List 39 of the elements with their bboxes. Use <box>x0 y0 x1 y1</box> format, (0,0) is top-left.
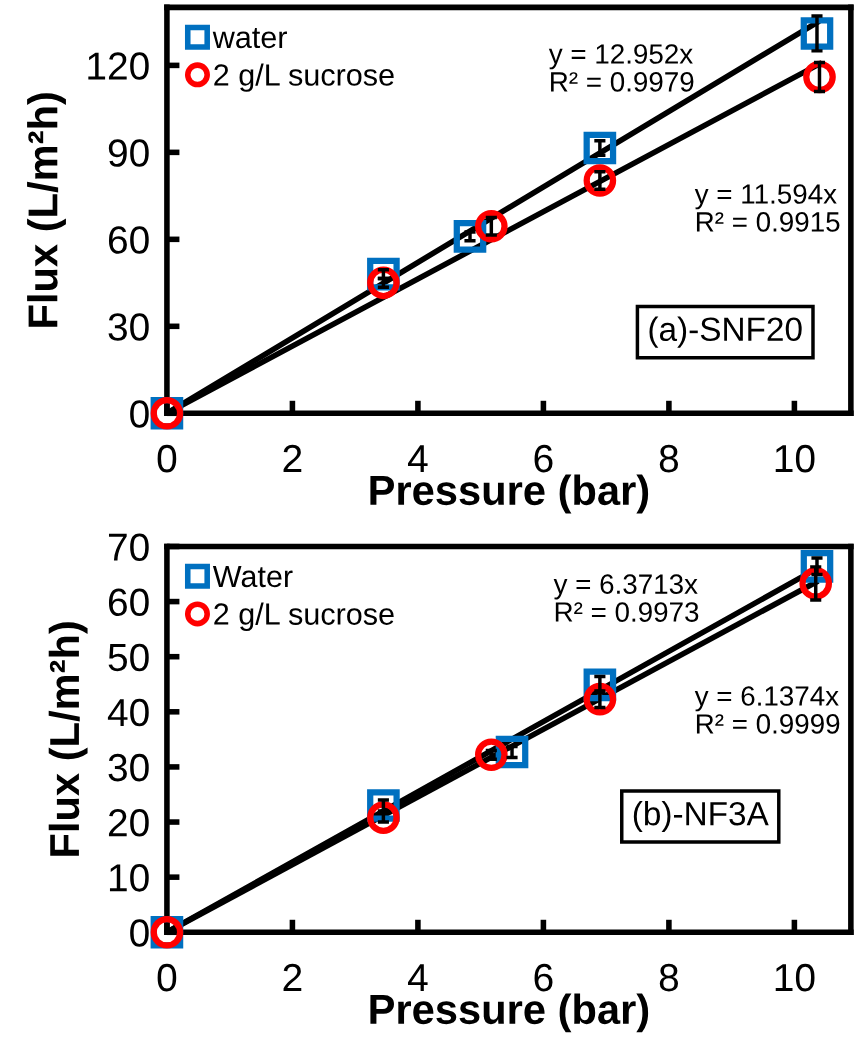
y-tick-label: 30 <box>108 753 149 782</box>
x-tick-label: 6 <box>534 444 553 473</box>
x-tick-label: 0 <box>157 444 177 473</box>
y-tick-label: 60 <box>108 588 149 617</box>
y-tick-label: 20 <box>108 808 149 837</box>
y-tick-label: 90 <box>108 139 149 167</box>
x-tick-label: 10 <box>775 444 815 473</box>
x-tick-label: 8 <box>659 444 679 473</box>
x-tick-label: 10 <box>775 963 815 992</box>
x-tick-label: 2 <box>283 444 302 473</box>
x-tick-label: 4 <box>407 445 428 473</box>
y-axis-title: Flux (L/m²h) <box>48 622 88 856</box>
x-tick-label: 0 <box>157 963 177 992</box>
y-axis-title: Flux (L/m²h) <box>27 93 66 327</box>
annotation: (a)-SNF20 <box>649 316 802 348</box>
y-tick-label: 0 <box>130 400 149 428</box>
annotation: (b)-NF3A <box>633 801 769 833</box>
y-tick-label: 10 <box>109 864 149 892</box>
y-tick-label: 30 <box>108 313 149 341</box>
x-tick-label: 4 <box>407 964 428 992</box>
x-tick-label: 2 <box>283 963 302 992</box>
y-tick-label: 0 <box>130 919 149 947</box>
annotation: y = 6.1374x R² = 0.9999 <box>694 686 840 734</box>
y-tick-label: 70 <box>108 533 149 561</box>
legend-label: water <box>212 28 287 49</box>
legend-label: 2 g/L sucrose <box>214 602 394 631</box>
y-tick-label: 120 <box>88 52 149 80</box>
legend-label: 2 g/L sucrose <box>214 63 394 92</box>
annotation: y = 6.3713x R² = 0.9973 <box>553 574 699 622</box>
legend-label: Water <box>212 565 293 588</box>
y-tick-label: 40 <box>107 698 149 727</box>
x-tick-label: 8 <box>659 963 679 992</box>
x-axis-title: Pressure (bar) <box>370 993 649 1033</box>
y-tick-label: 60 <box>108 226 149 254</box>
y-tick-label: 50 <box>108 643 149 672</box>
annotation: y = 12.952x R² = 0.9979 <box>548 44 694 92</box>
x-axis-title: Pressure (bar) <box>370 474 649 514</box>
x-tick-label: 6 <box>534 963 553 992</box>
annotation: y = 11.594x R² = 0.9915 <box>694 184 840 232</box>
